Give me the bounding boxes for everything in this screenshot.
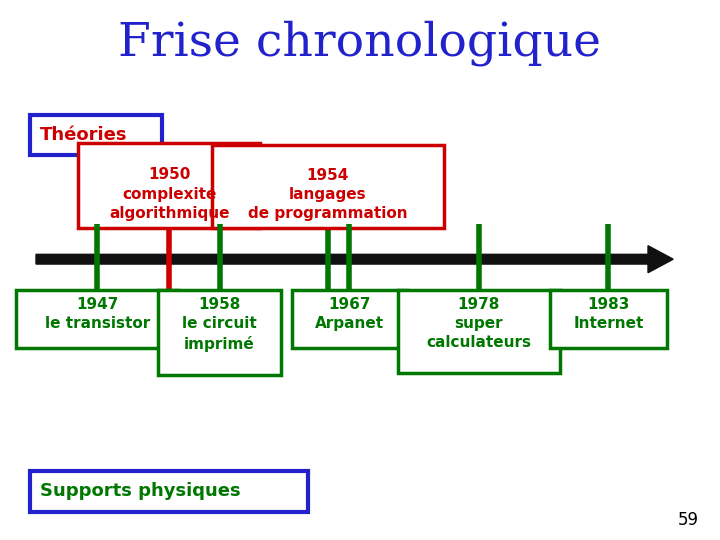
Text: 1978
super
calculateurs: 1978 super calculateurs [426, 297, 531, 350]
Text: 1967
Arpanet: 1967 Arpanet [315, 297, 384, 331]
FancyBboxPatch shape [550, 290, 667, 348]
FancyBboxPatch shape [78, 143, 260, 228]
Text: 1983
Internet: 1983 Internet [573, 297, 644, 331]
Text: 1958
le circuit
imprimé: 1958 le circuit imprimé [182, 297, 257, 352]
FancyArrow shape [36, 246, 673, 273]
Text: Supports physiques: Supports physiques [40, 482, 240, 501]
FancyBboxPatch shape [30, 471, 308, 512]
FancyBboxPatch shape [398, 290, 559, 373]
Text: 1954
langages
de programmation: 1954 langages de programmation [248, 168, 408, 221]
Text: 1947
le transistor: 1947 le transistor [45, 297, 150, 331]
FancyBboxPatch shape [30, 114, 162, 156]
FancyBboxPatch shape [292, 290, 407, 348]
Text: 59: 59 [678, 511, 698, 529]
Text: 1950
complexité
algorithmique: 1950 complexité algorithmique [109, 167, 230, 221]
FancyBboxPatch shape [17, 290, 178, 348]
FancyBboxPatch shape [212, 145, 444, 228]
Text: Frise chronologique: Frise chronologique [119, 21, 601, 66]
Text: Théories: Théories [40, 126, 127, 144]
FancyBboxPatch shape [158, 290, 281, 375]
